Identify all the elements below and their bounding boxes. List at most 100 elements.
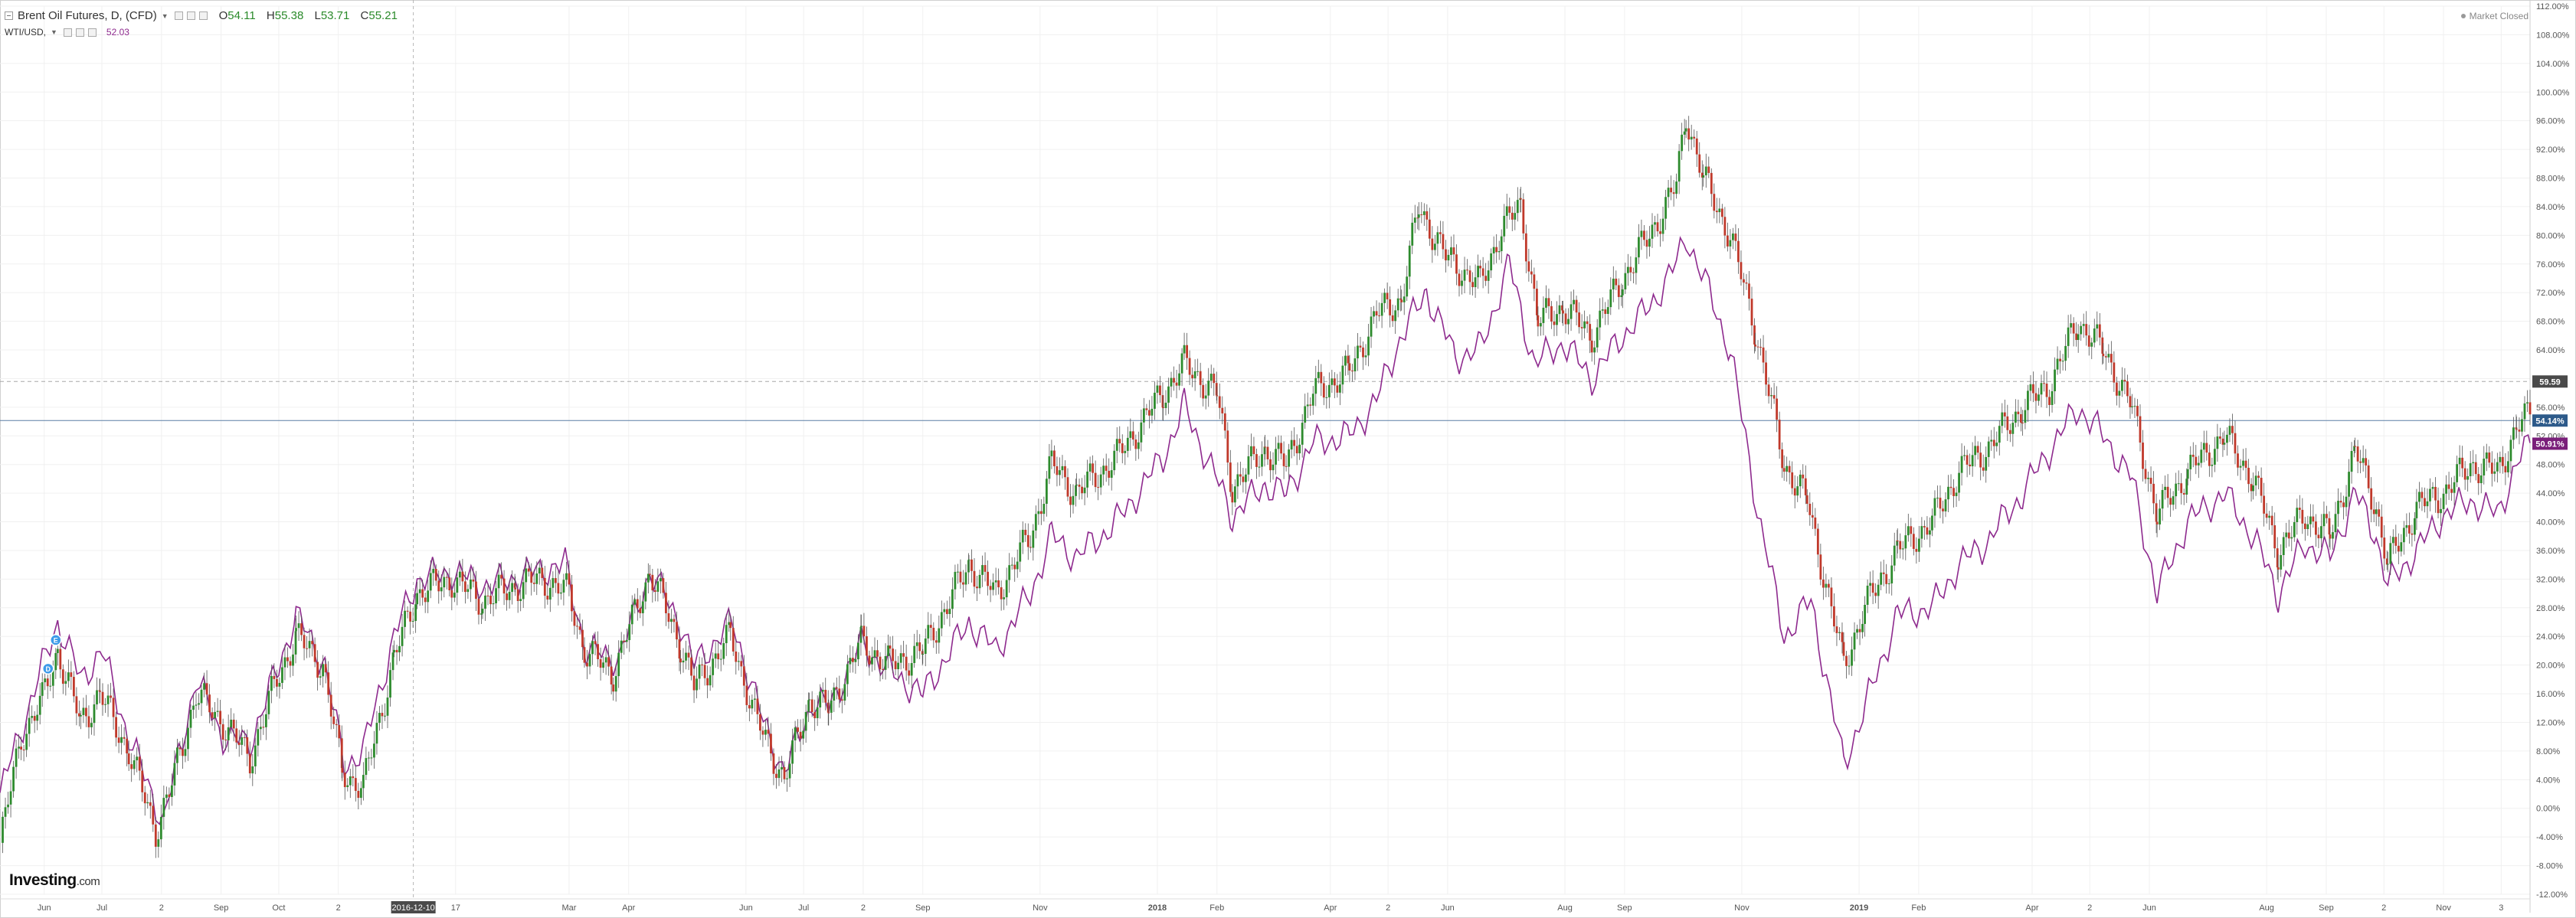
candle-body [653,590,656,592]
candle-body [1164,402,1167,408]
candle-body [2029,384,2032,391]
candle-body [2337,501,2339,515]
candle-body [1963,455,1966,456]
candle-body [1298,444,1301,454]
chevron-down-icon[interactable]: ▼ [51,28,57,36]
candle-body [354,778,357,791]
candle-body [157,839,160,847]
candle-body [273,675,276,679]
candle-body [1995,443,1998,446]
candle-body [696,678,698,691]
candle-body [2461,457,2464,469]
candle-body [862,626,866,637]
candle-body [662,578,665,593]
candle-body [1556,314,1558,325]
candle-body [1590,340,1593,353]
candle-body [1383,292,1386,303]
candle-body [2437,500,2440,514]
brent-candles [2,116,2532,858]
candle-body [1547,298,1550,306]
candle-body [685,652,687,661]
candle-body [2472,462,2475,464]
candle-body [1553,321,1556,325]
x-tick-label: Sep [1617,903,1632,913]
candle-body [722,643,725,659]
candle-body [1675,181,1678,194]
candle-body [1670,188,1672,193]
remove-series-icon[interactable] [198,11,208,20]
candle-body [538,567,541,574]
candle-body [1848,665,1851,667]
candle-body [1386,292,1389,299]
candle-body [1216,395,1219,397]
x-tick-label: Oct [272,903,285,913]
candle-body [230,719,233,727]
candle-body [1910,526,1913,534]
candle-body [386,697,389,716]
candle-body [2186,469,2189,479]
candle-body [370,757,373,759]
remove-compare-icon[interactable] [87,28,97,37]
candle-body [251,766,254,774]
ohlc-readout: O54.11 H55.38 L53.71 C55.21 [218,9,398,22]
y-tick-label: 0.00% [2536,805,2560,814]
candle-body [1901,548,1904,550]
candle-body [2110,354,2113,363]
candle-body [481,609,484,614]
candle-body [64,681,67,684]
chevron-down-icon[interactable]: ▼ [161,11,169,20]
candle-body [257,729,260,746]
candle-body [1750,299,1753,326]
candle-body [1698,154,1701,173]
candle-body [868,655,871,665]
candle-body [2226,434,2228,443]
x-tick-label: Jul [97,903,107,913]
candle-body [2019,413,2022,423]
series-settings-icon[interactable] [186,11,195,20]
legend-compare: WTI/USD, ▼ 52.03 [5,27,129,38]
candle-body [2317,534,2320,539]
candle-body [1099,474,1102,488]
candle-body [1118,439,1121,444]
candle-body [1778,420,1781,449]
candle-body [753,698,756,700]
candle-body [934,640,938,643]
candle-body [2415,501,2418,518]
candle-body [319,676,322,678]
candle-body [1791,472,1794,488]
candle-body [1059,470,1061,475]
x-tick-label: 2 [159,903,164,913]
candle-body [2421,492,2424,498]
compare-symbol[interactable]: WTI/USD, [5,27,46,38]
candle-body [1064,466,1066,478]
candle-body [1272,464,1275,471]
candle-body [1252,446,1255,455]
candle-body [208,694,211,713]
candle-body [981,565,984,575]
y-tick-label: 44.00% [2536,489,2565,498]
candle-body [725,625,728,644]
candle-body [341,768,344,773]
candle-body [80,714,82,717]
candle-body [1477,266,1479,278]
symbol-title[interactable]: Brent Oil Futures, D, (CFD) [18,9,157,22]
candle-body [264,714,267,727]
candle-body [2093,328,2096,343]
candle-body [511,583,514,593]
x-tick-label: Jun [38,903,51,913]
candle-body [2350,451,2353,472]
x-tick-label: 2 [861,903,866,913]
crosshair-date-label: 2016-12-10 [391,903,434,913]
candle-body [1295,446,1298,454]
candle-body [195,704,198,706]
collapse-legend-icon[interactable] [5,11,13,20]
candle-body [813,712,817,719]
hide-compare-icon[interactable] [63,28,72,37]
candle-body [1593,347,1596,353]
hide-series-icon[interactable] [174,11,183,20]
candle-body [2265,513,2268,518]
candle-body [1567,319,1569,325]
compare-settings-icon[interactable] [75,28,84,37]
candle-body [513,583,516,588]
